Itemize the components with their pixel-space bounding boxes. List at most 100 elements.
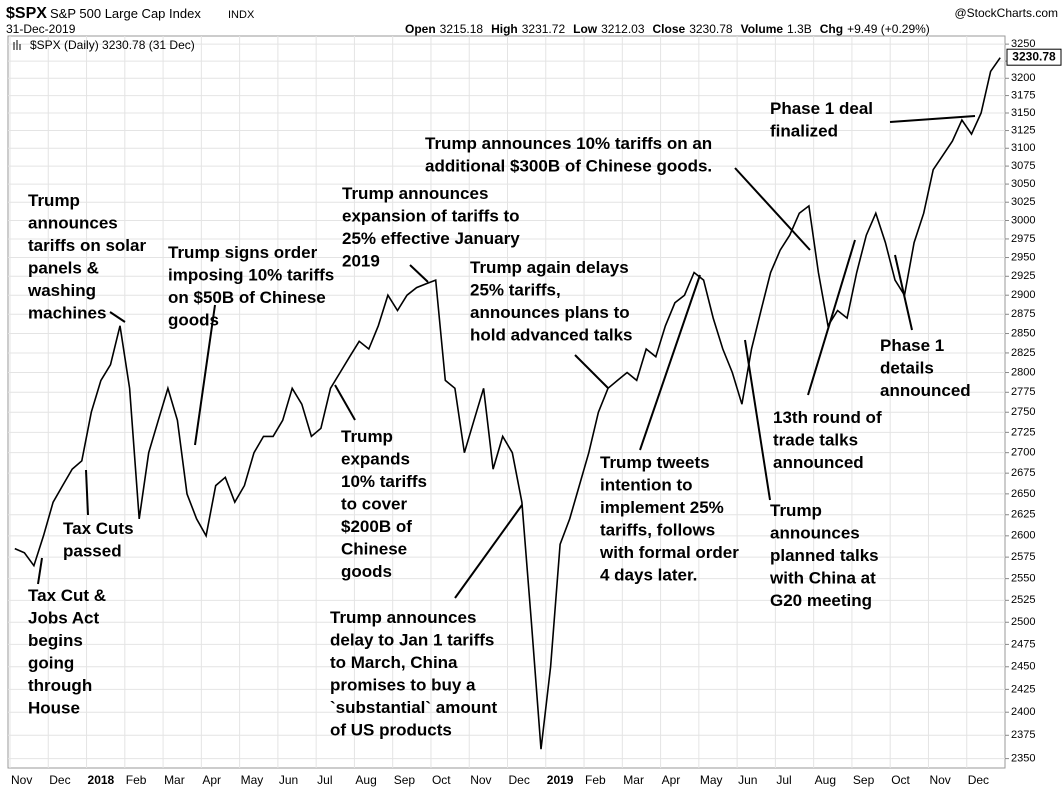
stat-value: 1.3B <box>787 22 812 36</box>
x-tick-label: Oct <box>432 773 451 787</box>
annotation-line: implement 25% <box>600 498 724 517</box>
x-tick-label: Sep <box>853 773 875 787</box>
annotation-line: Trump announces <box>342 184 488 203</box>
annotation-arrow <box>734 167 811 251</box>
stat-label: High <box>491 22 518 36</box>
annotation-arrow <box>744 339 771 501</box>
annotation-line: to March, China <box>330 653 458 672</box>
annotation-line: announces plans to <box>470 303 630 322</box>
x-tick-label: Sep <box>394 773 416 787</box>
annotation-line: Phase 1 <box>880 336 944 355</box>
annotation: Phase 1 deal finalized <box>770 99 873 141</box>
stat-label: Low <box>573 22 598 36</box>
annotation: Tax Cut & Jobs Act begins going through House <box>28 586 106 718</box>
annotation-line: expansion of tariffs to <box>342 207 520 226</box>
annotation-line: announces <box>770 524 860 543</box>
annotation-line: Trump <box>28 191 80 210</box>
annotation-arrow <box>889 115 976 123</box>
annotation-line: 13th round of <box>773 408 882 427</box>
annotation-line: washing <box>27 281 96 300</box>
stat-value: 3215.18 <box>440 22 484 36</box>
annotation-line: goods <box>168 311 219 330</box>
annotation-line: intention to <box>600 476 693 495</box>
x-tick-label: Nov <box>470 773 491 787</box>
y-tick-label: 2500 <box>1011 616 1035 628</box>
x-tick-label: Apr <box>662 773 681 787</box>
annotation-line: imposing 10% tariffs <box>168 266 334 285</box>
annotation-arrow <box>409 264 429 283</box>
annotation-line: goods <box>341 562 392 581</box>
y-tick-label: 2475 <box>1011 638 1035 650</box>
x-tick-label: Jun <box>738 773 757 787</box>
y-tick-label: 3025 <box>1011 196 1035 208</box>
annotation-line: finalized <box>770 122 838 141</box>
date: 31-Dec-2019 <box>6 22 76 36</box>
annotation-line: Chinese <box>341 540 407 559</box>
y-tick-label: 2825 <box>1011 347 1035 359</box>
x-tick-label: Oct <box>891 773 910 787</box>
annotation-line: trade talks <box>773 431 858 450</box>
x-tick-label: Apr <box>202 773 221 787</box>
y-tick-label: 2725 <box>1011 426 1035 438</box>
annotation-line: expands <box>341 450 410 469</box>
y-tick-label: 2775 <box>1011 386 1035 398</box>
x-tick-label: 2018 <box>88 773 115 787</box>
annotation-line: Trump announces <box>330 608 476 627</box>
y-tick-label: 2750 <box>1011 406 1035 418</box>
annotation-line: Trump again delays <box>470 258 629 277</box>
annotation-line: $200B of <box>341 517 412 536</box>
annotation-line: tariffs on solar <box>28 236 146 255</box>
annotation: Trump announces expansion of tariffs to 25… <box>342 184 520 271</box>
last-price-box <box>1006 48 1062 66</box>
y-tick-label: 2525 <box>1011 594 1035 606</box>
x-tick-label: Nov <box>929 773 950 787</box>
last-price-label: 3230.78 <box>1012 49 1056 63</box>
y-tick-label: 2350 <box>1011 753 1035 765</box>
y-tick-label: 2375 <box>1011 729 1035 741</box>
index-name: S&P 500 Large Cap Index <box>50 6 201 21</box>
annotation-line: on $50B of Chinese <box>168 288 326 307</box>
annotation-arrow <box>85 469 89 516</box>
x-tick-label: Mar <box>164 773 185 787</box>
y-tick-label: 3100 <box>1011 142 1035 154</box>
annotation-arrow <box>334 384 356 421</box>
annotation-line: Trump <box>770 501 822 520</box>
x-tick-label: Dec <box>509 773 530 787</box>
symbol: $SPX <box>6 5 47 22</box>
annotation-line: of US products <box>330 721 452 740</box>
annotation-line: details <box>880 359 934 378</box>
x-tick-label: Dec <box>968 773 989 787</box>
annotation-arrow <box>194 304 216 446</box>
annotation-line: delay to Jan 1 tariffs <box>330 631 494 650</box>
stat-label: Close <box>653 22 686 36</box>
x-tick-label: Aug <box>815 773 836 787</box>
annotation-line: additional $300B of Chinese goods. <box>425 157 712 176</box>
x-tick-label: Jul <box>317 773 332 787</box>
legend: $SPX (Daily) 3230.78 (31 Dec) <box>30 38 195 52</box>
copyright: @StockCharts.com <box>954 6 1058 20</box>
annotation-arrow <box>807 239 856 396</box>
legend-icon <box>13 40 21 50</box>
annotation-arrow <box>574 354 609 389</box>
annotation-line: announced <box>880 381 971 400</box>
annotation-line: 2019 <box>342 252 380 271</box>
annotation-line: machines <box>28 304 106 323</box>
y-tick-label: 3250 <box>1011 38 1035 50</box>
annotation-line: Trump signs order <box>168 243 318 262</box>
annotation-line: 10% tariffs <box>341 472 427 491</box>
annotation: Trump again delays 25% tariffs, announces … <box>470 258 633 345</box>
annotation-arrow <box>454 504 523 599</box>
annotation: Trump announces 10% tariffs on an additio… <box>425 134 712 176</box>
y-tick-label: 2950 <box>1011 251 1035 263</box>
y-tick-label: 2625 <box>1011 509 1035 521</box>
y-tick-label: 2575 <box>1011 551 1035 563</box>
x-tick-label: Jul <box>776 773 791 787</box>
annotation-line: with formal order <box>599 543 739 562</box>
annotation-line: announced <box>773 453 864 472</box>
annotation: Trump announces planned talks with China at… <box>769 501 879 610</box>
annotation-line: through <box>28 676 92 695</box>
annotation-line: tariffs, follows <box>600 521 715 540</box>
annotation-line: hold advanced talks <box>470 326 633 345</box>
annotation: 13th round of trade talks announced <box>773 408 882 472</box>
